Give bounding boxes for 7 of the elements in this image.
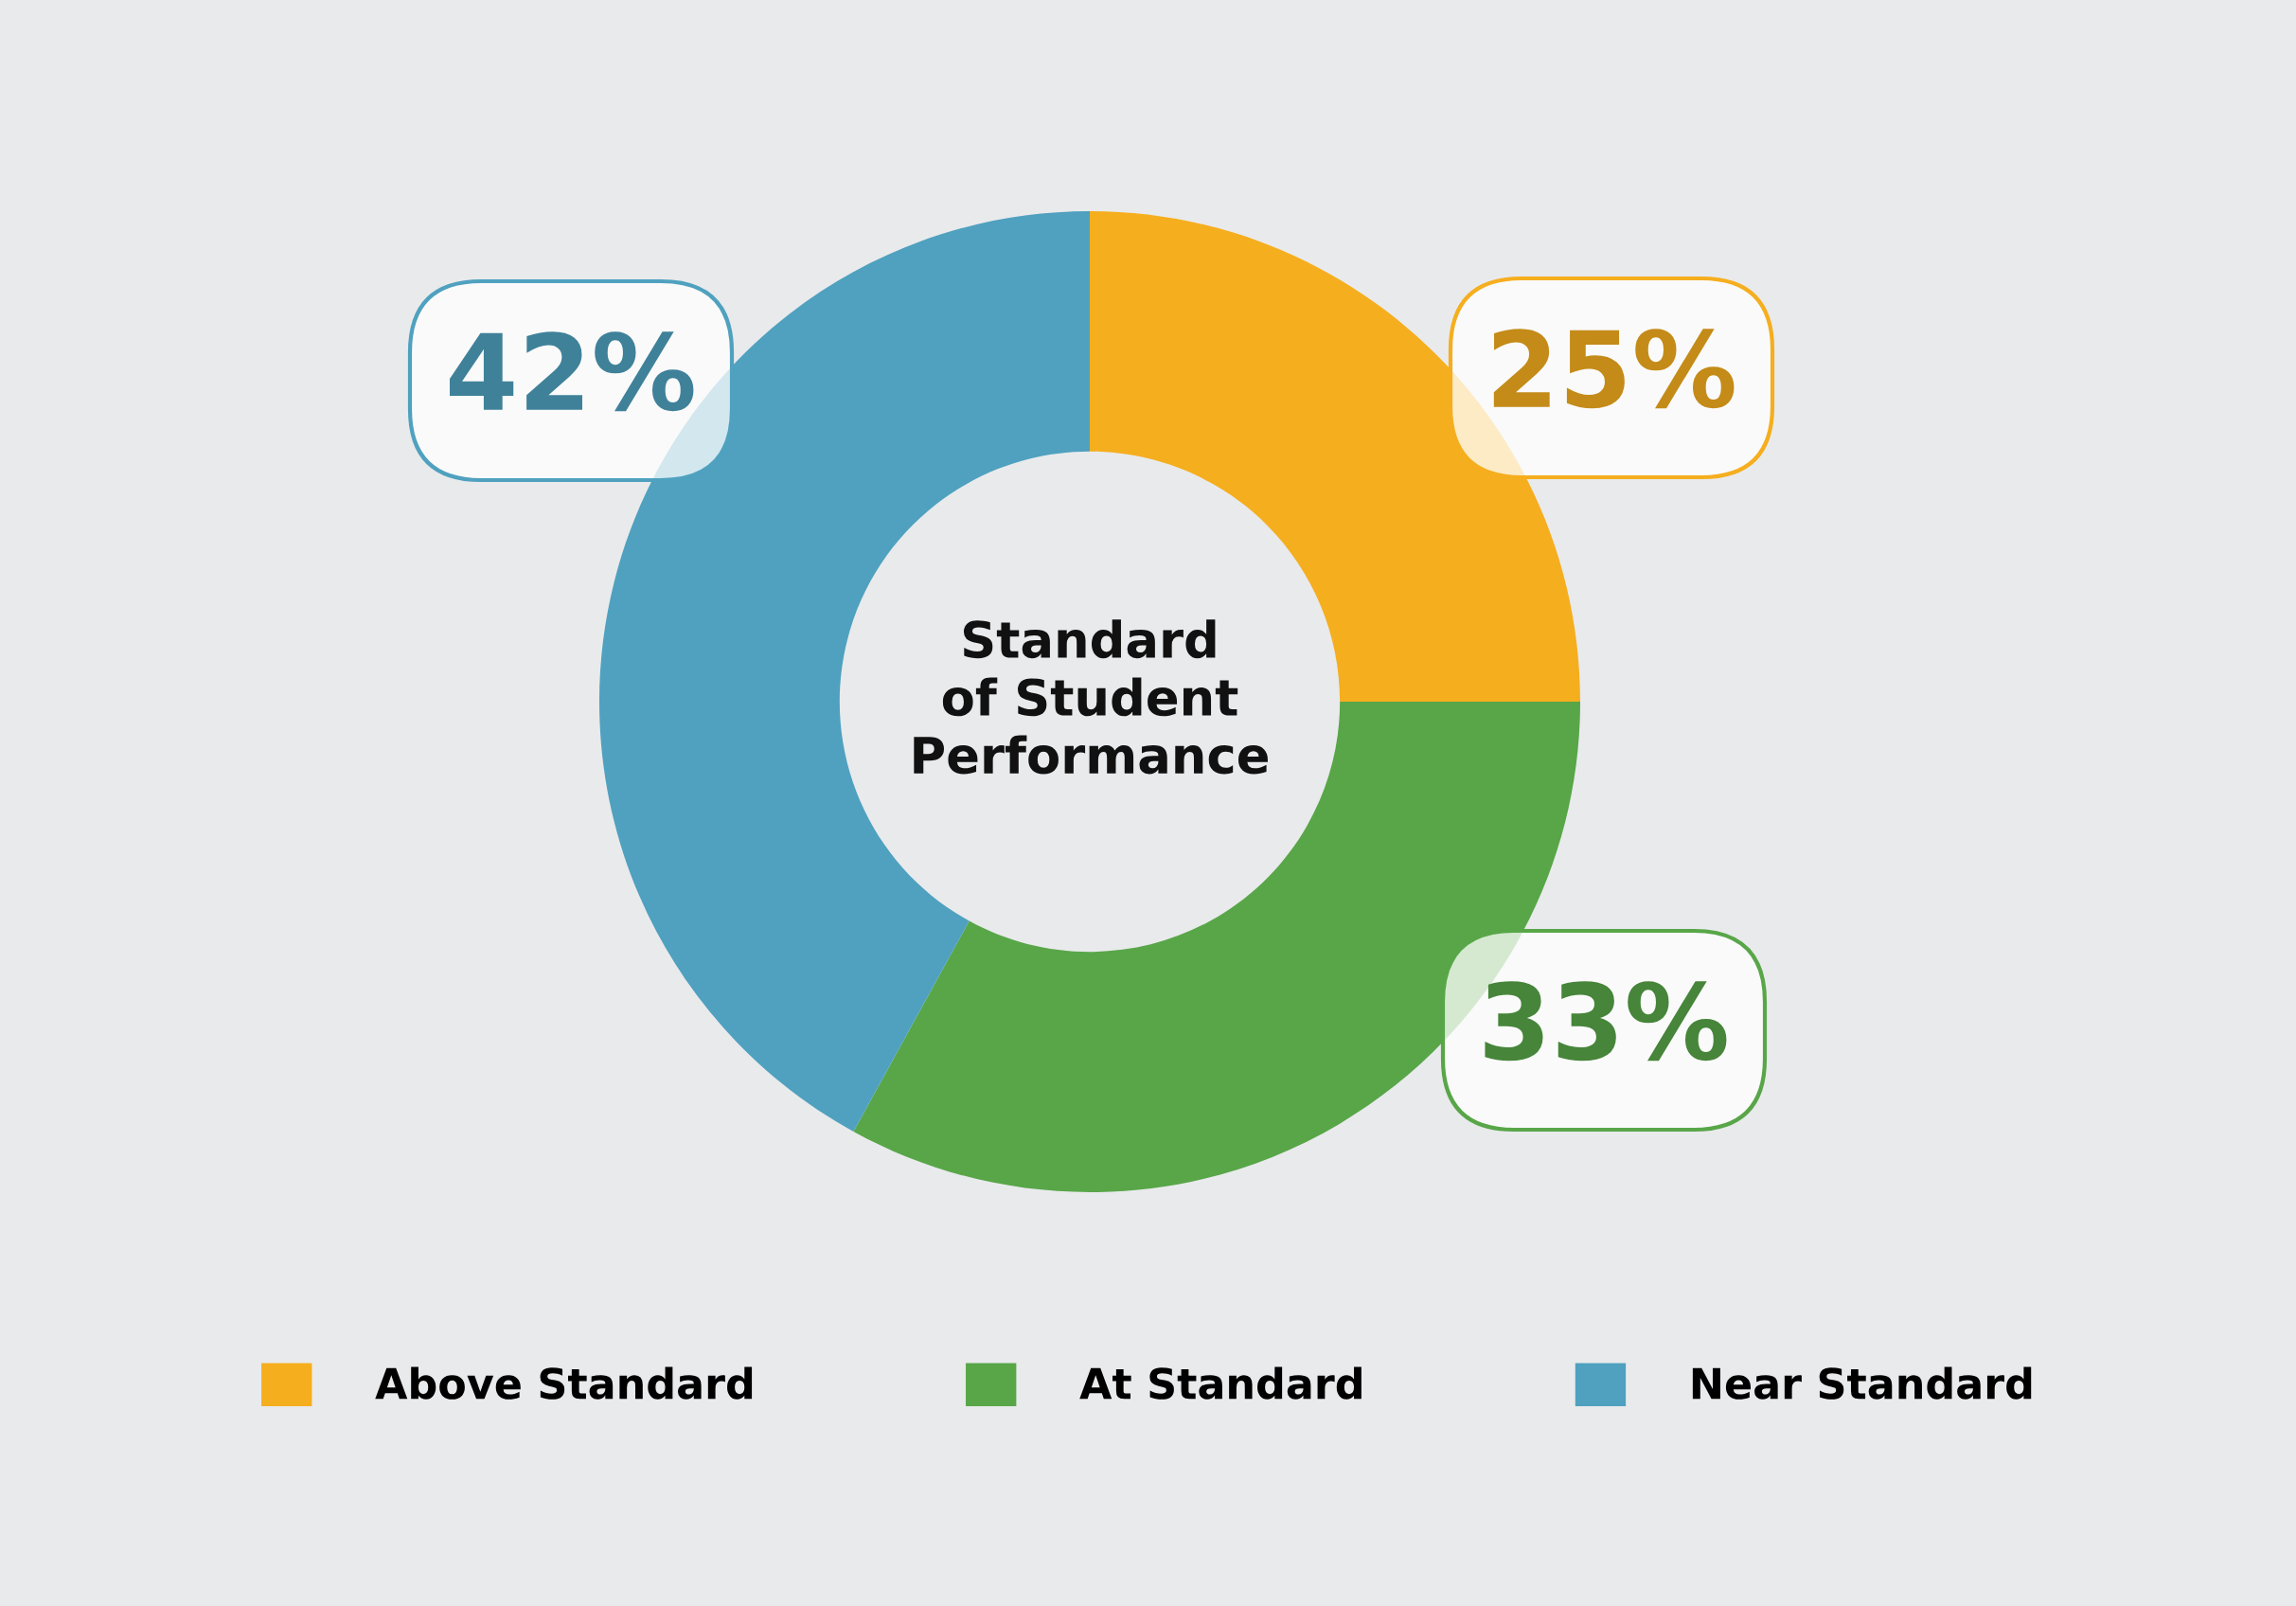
data-label: 33% xyxy=(1485,981,1727,1062)
legend-label: Above Standard xyxy=(375,1366,753,1400)
data-label: 25% xyxy=(1493,329,1735,409)
legend-label: Near Standard xyxy=(1692,1366,2032,1400)
legend-label: At Standard xyxy=(1079,1366,1362,1400)
data-label: 42% xyxy=(450,331,694,412)
text: Standard of Student Performance xyxy=(914,619,1268,775)
